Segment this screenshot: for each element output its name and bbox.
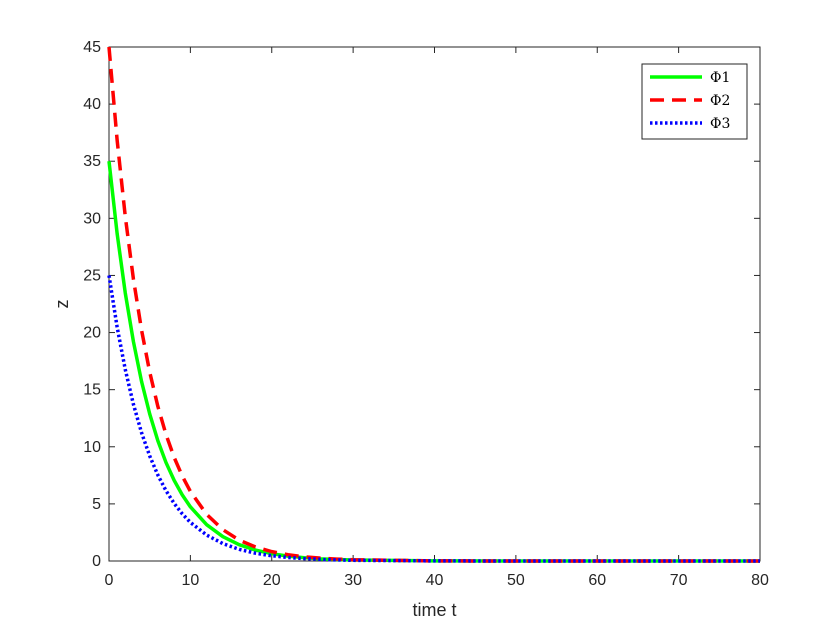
y-tick-label: 20 bbox=[83, 325, 101, 342]
x-tick-label: 80 bbox=[751, 572, 769, 589]
x-tick-label: 30 bbox=[344, 572, 362, 589]
y-tick-label: 25 bbox=[83, 267, 101, 284]
series-layer bbox=[107, 46, 760, 563]
legend: Φ1 Φ2 Φ3 bbox=[641, 63, 748, 140]
x-tick-label: 60 bbox=[588, 572, 606, 589]
legend-label-3: Φ3 bbox=[710, 116, 730, 132]
y-tick-label: 30 bbox=[83, 210, 101, 227]
legend-label-1: Φ1 bbox=[710, 70, 730, 86]
x-axis-label: time t bbox=[412, 600, 456, 620]
x-tick-label: 50 bbox=[507, 572, 525, 589]
y-tick-label: 15 bbox=[83, 382, 101, 399]
x-tick-label: 40 bbox=[426, 572, 444, 589]
y-tick-label: 35 bbox=[83, 153, 101, 170]
y-tick-label: 0 bbox=[92, 553, 101, 570]
y-tick-label: 45 bbox=[83, 39, 101, 56]
series-line-3 bbox=[107, 275, 760, 563]
y-axis-ticks: 0 5 10 15 20 25 30 35 40 45 bbox=[83, 39, 760, 570]
y-tick-label: 5 bbox=[92, 496, 101, 513]
y-tick-label: 40 bbox=[83, 96, 101, 113]
x-tick-label: 70 bbox=[670, 572, 688, 589]
x-tick-label: 0 bbox=[105, 572, 114, 589]
series-line-2 bbox=[107, 46, 760, 563]
x-tick-label: 10 bbox=[181, 572, 199, 589]
legend-label-2: Φ2 bbox=[710, 93, 730, 109]
x-tick-label: 20 bbox=[263, 572, 281, 589]
x-axis-ticks: 0 10 20 30 40 50 60 70 80 bbox=[105, 47, 769, 589]
y-tick-label: 10 bbox=[83, 439, 101, 456]
y-axis-label: z bbox=[52, 300, 72, 309]
